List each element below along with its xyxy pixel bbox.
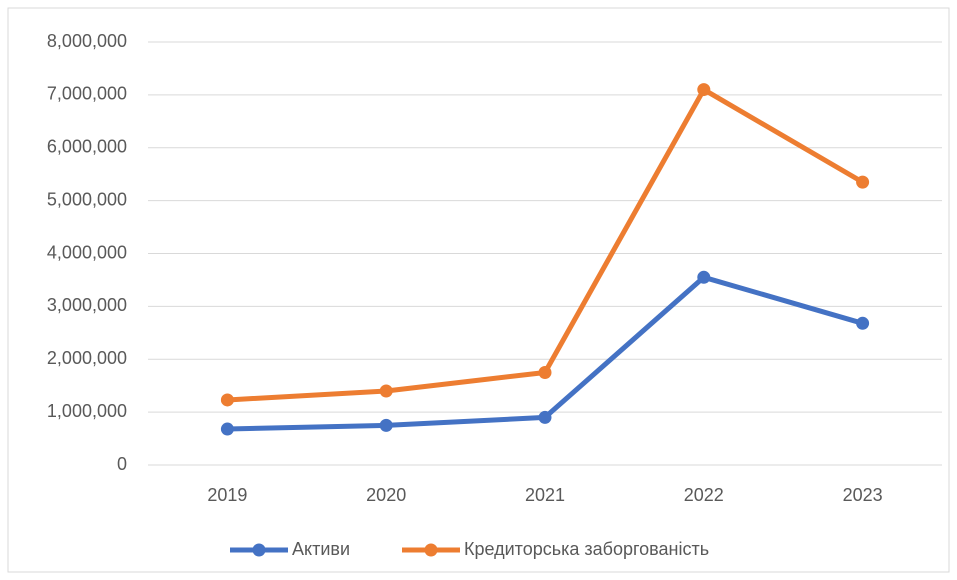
y-tick-label: 0 — [117, 454, 127, 474]
y-tick-label: 5,000,000 — [47, 189, 127, 209]
point — [220, 422, 234, 436]
point — [538, 410, 552, 424]
point — [856, 175, 870, 189]
x-tick-label: 2019 — [207, 485, 247, 505]
point — [856, 316, 870, 330]
y-tick-label: 8,000,000 — [47, 31, 127, 51]
y-tick-label: 6,000,000 — [47, 137, 127, 157]
point — [220, 393, 234, 407]
y-tick-label: 2,000,000 — [47, 348, 127, 368]
legend-marker — [424, 543, 438, 557]
point — [379, 384, 393, 398]
point — [697, 270, 711, 284]
y-tick-label: 7,000,000 — [47, 84, 127, 104]
x-tick-label: 2021 — [525, 485, 565, 505]
x-tick-label: 2022 — [684, 485, 724, 505]
chart-frame — [7, 7, 950, 573]
y-tick-label: 1,000,000 — [47, 401, 127, 421]
y-tick-label: 4,000,000 — [47, 242, 127, 262]
y-tick-label: 3,000,000 — [47, 295, 127, 315]
x-tick-label: 2020 — [366, 485, 406, 505]
point — [697, 83, 711, 97]
x-tick-label: 2023 — [843, 485, 883, 505]
legend-marker — [252, 543, 266, 557]
legend-label: Кредиторська заборгованість — [464, 539, 709, 559]
point — [379, 418, 393, 432]
legend-label: Активи — [292, 539, 350, 559]
point — [538, 365, 552, 379]
